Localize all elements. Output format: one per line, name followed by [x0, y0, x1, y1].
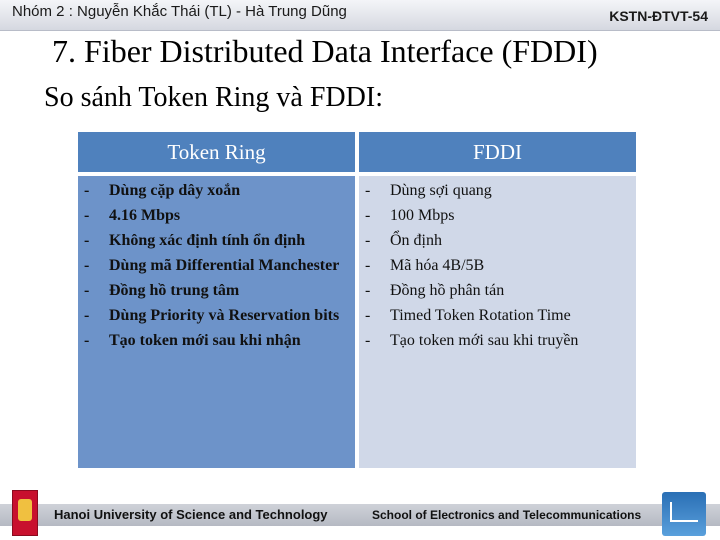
list-item: - Đồng hồ trung tâm: [78, 278, 355, 303]
bullet-dash: -: [84, 207, 90, 224]
list-item: - Tạo token mới sau khi nhận: [78, 328, 355, 353]
list-item-text: Mã hóa 4B/5B: [390, 257, 485, 274]
list-item-text: Dùng Priority và Reservation bits: [109, 307, 340, 324]
slide-subtitle: So sánh Token Ring và FDDI:: [44, 82, 383, 113]
bullet-dash: -: [84, 332, 90, 349]
list-item-text: Tạo token mới sau khi nhận: [109, 332, 301, 349]
header-bar: Nhóm 2 : Nguyễn Khắc Thái (TL) - Hà Trun…: [0, 0, 720, 31]
bullet-dash: -: [365, 332, 371, 349]
list-item-text: Timed Token Rotation Time: [390, 307, 571, 324]
list-item-text: Đồng hồ trung tâm: [109, 282, 240, 299]
list-item: - Tạo token mới sau khi truyền: [359, 328, 636, 353]
group-names: Nhóm 2 : Nguyễn Khắc Thái (TL) - Hà Trun…: [12, 3, 347, 20]
university-logo-icon: [12, 490, 38, 536]
list-item: - 4.16 Mbps: [78, 203, 355, 228]
list-item-text: Dùng mã Differential Manchester: [109, 257, 340, 274]
school-name: School of Electronics and Telecommunicat…: [372, 508, 642, 522]
list-item: - Timed Token Rotation Time: [359, 303, 636, 328]
bullet-dash: -: [84, 307, 90, 324]
bullet-dash: -: [84, 182, 90, 199]
list-item-text: Dùng sợi quang: [390, 182, 492, 199]
fddi-list: - Dùng sợi quang - 100 Mbps - Ổn định - Mã hóa …: [359, 178, 636, 353]
list-item: - Mã hóa 4B/5B: [359, 253, 636, 278]
bullet-dash: -: [365, 182, 371, 199]
bullet-dash: -: [84, 232, 90, 249]
header-fddi: FDDI: [359, 132, 636, 172]
slide-title: 7. Fiber Distributed Data Interface (FDD…: [52, 33, 598, 69]
list-item-text: Không xác định tính ổn định: [109, 232, 306, 249]
comparison-table: Token Ring FDDI - Dùng cặp dây xoắn - 4.16 …: [78, 132, 636, 468]
bullet-dash: -: [365, 232, 371, 249]
footer: Hanoi University of Science and Technolo…: [0, 488, 720, 540]
list-item-text: 100 Mbps: [390, 207, 455, 224]
list-item: - Dùng cặp dây xoắn: [78, 178, 355, 203]
class-code: KSTN-ĐTVT-54: [609, 8, 708, 24]
list-item: - Ổn định: [359, 228, 636, 253]
bullet-dash: -: [365, 257, 371, 274]
list-item-text: Ổn định: [390, 232, 442, 249]
list-item-text: Tạo token mới sau khi truyền: [390, 332, 579, 349]
university-name: Hanoi University of Science and Technolo…: [54, 507, 328, 522]
token-ring-list: - Dùng cặp dây xoắn - 4.16 Mbps - Không xác đ…: [78, 178, 355, 353]
header-token-ring: Token Ring: [78, 132, 355, 172]
list-item-text: Đồng hồ phân tán: [390, 282, 505, 299]
list-item: - Dùng Priority và Reservation bits: [78, 303, 355, 328]
fddi-column: - Dùng sợi quang - 100 Mbps - Ổn định - Mã hóa …: [359, 176, 636, 468]
footer-band: [0, 504, 720, 526]
list-item: - 100 Mbps: [359, 203, 636, 228]
list-item: - Không xác định tính ổn định: [78, 228, 355, 253]
list-item-text: Dùng cặp dây xoắn: [109, 182, 241, 199]
bullet-dash: -: [365, 307, 371, 324]
list-item: - Dùng sợi quang: [359, 178, 636, 203]
token-ring-column: - Dùng cặp dây xoắn - 4.16 Mbps - Không xác đ…: [78, 176, 355, 468]
school-logo-icon: [662, 492, 706, 536]
bullet-dash: -: [365, 282, 371, 299]
bullet-dash: -: [365, 207, 371, 224]
list-item-text: 4.16 Mbps: [109, 207, 181, 224]
list-item: - Đồng hồ phân tán: [359, 278, 636, 303]
bullet-dash: -: [84, 257, 90, 274]
list-item: - Dùng mã Differential Manchester: [78, 253, 355, 278]
bullet-dash: -: [84, 282, 90, 299]
